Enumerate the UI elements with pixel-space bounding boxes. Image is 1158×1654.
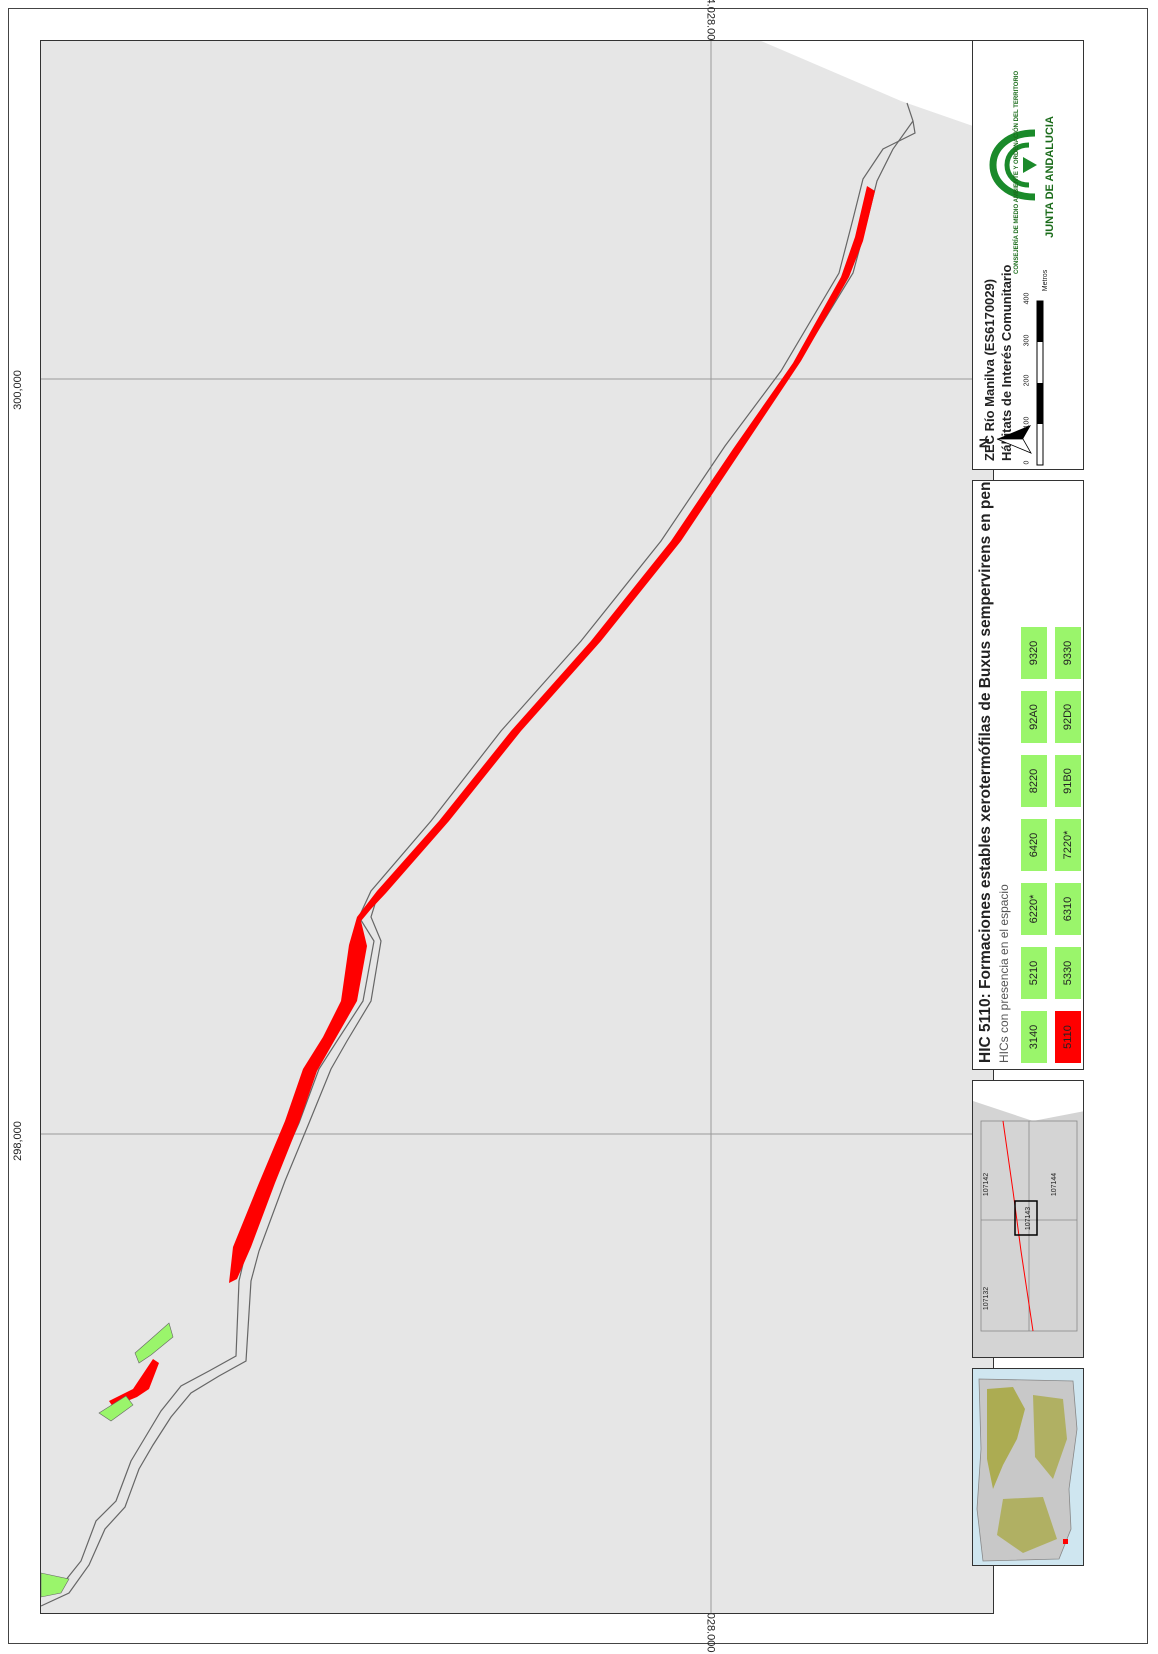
habitat-code: 7220*: [1055, 819, 1081, 871]
river-outline: [41, 102, 916, 1597]
habitat-code: 9330: [1055, 627, 1081, 679]
habitat-code: 3140: [1021, 1011, 1047, 1063]
habitat-other-2: [98, 1395, 134, 1422]
habitat-code: 6420: [1021, 819, 1047, 871]
sheet-index-land: [973, 1081, 1083, 1357]
habitat-code: 6310: [1055, 883, 1081, 935]
overview-map-panel: [972, 1368, 1084, 1566]
habitat-other-1: [134, 1322, 174, 1364]
map-frame: [8, 8, 1148, 1644]
overview-map: [973, 1369, 1083, 1565]
sheet-label-2: 107142: [983, 1172, 991, 1197]
legend-title: HIC 5110: Formaciones estables xerotermó…: [977, 480, 994, 1063]
sheet-label-4: 107144: [1051, 1172, 1059, 1197]
habitat-code: 92A0: [1021, 691, 1047, 743]
sheet-label-3: 107143: [1025, 1206, 1033, 1231]
habitat-code: 5210: [1021, 947, 1047, 999]
scale-unit: Metros: [1042, 269, 1050, 292]
map-title: ZEC Río Manilva (ES6170029): [982, 278, 997, 461]
habitat-code: 5330: [1055, 947, 1081, 999]
sheet-index-extent: [1014, 1200, 1038, 1236]
scale-label-0: 0: [1023, 460, 1031, 465]
scale-label-300: 300: [1023, 334, 1031, 347]
scale-label-200: 200: [1023, 374, 1031, 387]
agency-department: CONSEJERÍA DE MEDIO AMBIENTE Y ORDENACIÓ…: [1014, 70, 1020, 274]
agency-name: JUNTA DE ANDALUCIA: [1043, 116, 1056, 238]
main-map[interactable]: [40, 40, 994, 1614]
coord-x-right-label-outer: 300,000: [11, 370, 24, 410]
habitat-code-active: 5110: [1055, 1011, 1081, 1063]
habitat-code: 9320: [1021, 627, 1047, 679]
sheet-index-map: [973, 1081, 1083, 1357]
habitat-code: 92D0: [1055, 691, 1081, 743]
overview-natura-2: [1033, 1395, 1067, 1479]
habitat-code: 91B0: [1055, 755, 1081, 807]
legend-codes: 3140 5210 6220* 6420 8220 92A0 9320 5110…: [1021, 489, 1081, 1063]
junta-logo-icon: [989, 129, 1037, 201]
legend-subtitle: HICs con presencia en el espacio: [997, 884, 1011, 1063]
scale-label-100: 100: [1023, 416, 1031, 429]
overview-location-marker: [1063, 1539, 1068, 1544]
scale-label-400: 400: [1023, 292, 1031, 305]
scale-bar: [1036, 300, 1044, 466]
north-arrow-icon: [996, 425, 1032, 454]
sheet-index-river: [1002, 1120, 1034, 1332]
sea-area: [761, 41, 993, 133]
sheet-index-sea: [973, 1081, 1083, 1121]
coord-x-left-label-outer: 298,000: [11, 1121, 24, 1161]
river-outline-2: [41, 120, 914, 1607]
overview-natura-1: [987, 1387, 1025, 1489]
sheet-label-1: 107132: [983, 1286, 991, 1311]
habitat-code: 8220: [1021, 755, 1047, 807]
sheet-index-panel: 107132 107142 107143 107144: [972, 1080, 1084, 1358]
habitat-other-3: [41, 1572, 70, 1598]
overview-natura-3: [997, 1497, 1057, 1553]
habitat-5110-small: [109, 1359, 159, 1407]
title-panel: ZEC Río Manilva (ES6170029) Hábitats de …: [972, 40, 1084, 470]
north-label: N: [976, 437, 993, 449]
legend-panel: HIC 5110: Formaciones estables xerotermó…: [972, 480, 1084, 1070]
map-subtitle: Hábitats de Interés Comunitario: [999, 264, 1014, 461]
habitat-5110-area: [229, 186, 875, 1283]
habitat-code: 6220*: [1021, 883, 1047, 935]
map-canvas: [41, 41, 993, 1613]
